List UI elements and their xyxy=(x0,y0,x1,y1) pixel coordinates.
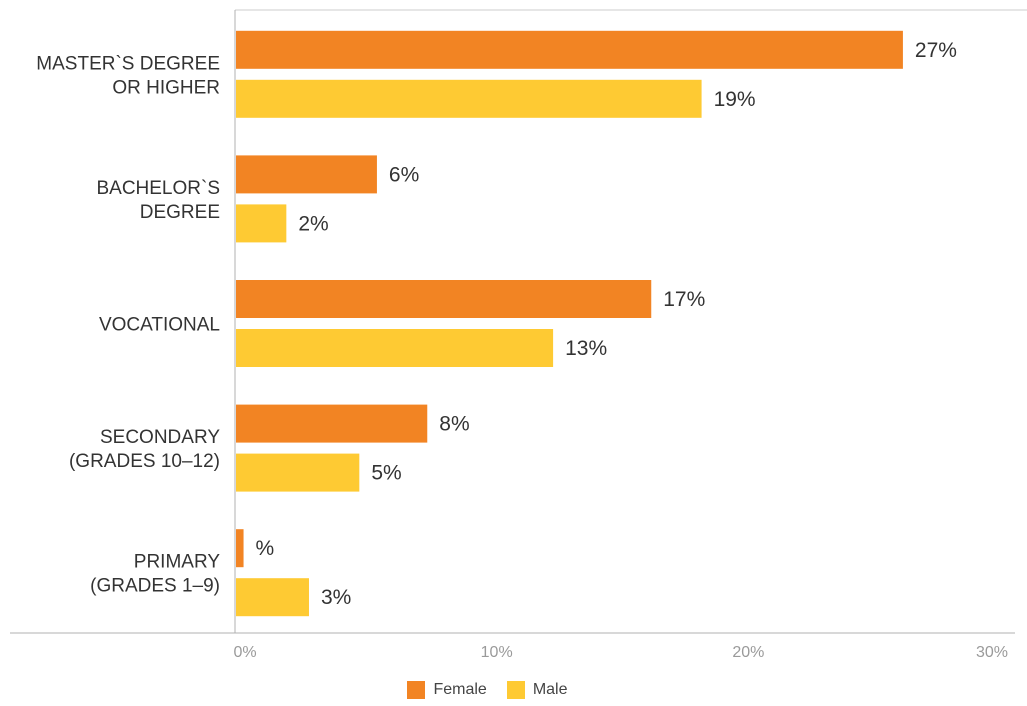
legend-label-female: Female xyxy=(433,681,487,698)
legend: Female Male xyxy=(0,681,975,699)
legend-item-male: Male xyxy=(506,681,568,699)
category-label-3-line-0: SECONDARY xyxy=(100,427,220,448)
value-label-female-4: % xyxy=(256,537,275,560)
bar-female-2 xyxy=(236,280,652,318)
value-label-female-2: 17% xyxy=(663,288,705,311)
legend-item-female: Female xyxy=(407,681,487,699)
bars-layer xyxy=(236,30,903,617)
value-label-male-3: 5% xyxy=(371,462,401,485)
category-label-2-line-0: VOCATIONAL xyxy=(99,315,220,336)
bar-male-1 xyxy=(236,204,287,243)
value-label-female-1: 6% xyxy=(389,163,419,186)
legend-swatch-male xyxy=(506,681,525,699)
value-labels-layer: 27% 19% 6% 2% 17% 13% 8% 5%% 3% xyxy=(256,39,957,609)
bar-female-4 xyxy=(236,529,244,568)
bar-female-1 xyxy=(236,155,377,194)
bar-female-3 xyxy=(236,404,428,443)
bar-male-4 xyxy=(236,578,309,617)
category-label-3-line-1: (GRADES 10–12) xyxy=(69,451,220,472)
bar-female-0 xyxy=(236,30,903,69)
value-label-female-0: 27% xyxy=(915,39,957,62)
value-label-male-4: 3% xyxy=(321,586,351,609)
category-label-0-line-1: OR HIGHER xyxy=(112,77,220,98)
x-tick-label-2: 20% xyxy=(732,644,764,661)
category-label-1-line-1: DEGREE xyxy=(140,202,220,223)
bar-male-3 xyxy=(236,453,360,492)
bar-male-2 xyxy=(236,329,554,367)
category-label-4-line-1: (GRADES 1–9) xyxy=(90,576,220,597)
value-label-male-0: 19% xyxy=(714,88,756,111)
category-label-0-line-0: MASTER`S DEGREE xyxy=(36,53,220,74)
category-labels-layer: MASTER`S DEGREE OR HIGHER BACHELOR`S DEGREE… xyxy=(36,53,220,596)
value-label-male-2: 13% xyxy=(565,337,607,360)
bar-male-0 xyxy=(236,79,702,118)
legend-swatch-female xyxy=(407,681,426,699)
x-tick-labels-layer: 0% 10% 20% 30% xyxy=(233,644,1008,661)
x-tick-label-3: 30% xyxy=(976,644,1008,661)
x-tick-label-0: 0% xyxy=(233,644,256,661)
category-label-4-line-0: PRIMARY xyxy=(134,552,221,573)
value-label-female-3: 8% xyxy=(439,413,469,436)
category-label-1-line-0: BACHELOR`S xyxy=(96,178,220,199)
x-tick-label-1: 10% xyxy=(481,644,513,661)
value-label-male-1: 2% xyxy=(298,212,328,235)
legend-label-male: Male xyxy=(532,681,568,698)
